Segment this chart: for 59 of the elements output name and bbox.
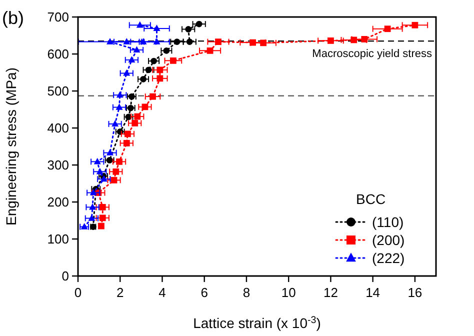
point: [116, 91, 124, 98]
ref-line-label: Macroscopic yield stress: [312, 48, 432, 60]
point: [156, 66, 164, 74]
point: [140, 76, 146, 82]
x-tick-label: 4: [158, 285, 166, 300]
x-tick-label: 12: [323, 285, 338, 300]
y-tick-label: 600: [47, 46, 69, 62]
text: (b): [2, 8, 24, 28]
point: [128, 93, 135, 100]
point: [106, 148, 114, 156]
x-tick-label: 16: [408, 285, 422, 300]
x-tick-label: 8: [242, 285, 250, 300]
point: [185, 26, 192, 32]
point: [156, 75, 164, 82]
point: [328, 37, 334, 44]
point: [215, 38, 222, 45]
point: [112, 120, 119, 126]
point: [142, 104, 148, 110]
point: [123, 69, 130, 76]
x-axis-title: Lattice strain (x 10$^{-3}$): [193, 314, 321, 331]
point: [150, 58, 158, 64]
legend-title: BCC: [356, 191, 386, 207]
point: [136, 21, 144, 28]
point: [128, 56, 136, 62]
point: [123, 140, 130, 146]
y-tick-label: 700: [47, 10, 69, 24]
legend-label: (200): [372, 232, 405, 248]
legend-label: (222): [372, 250, 405, 266]
point: [116, 158, 122, 165]
y-tick-label: 500: [47, 84, 69, 98]
point: [133, 46, 140, 52]
point: [163, 47, 170, 54]
x-tick-label: 14: [366, 285, 380, 300]
x-tick-label: 6: [200, 285, 208, 300]
legend-label: (110): [372, 214, 404, 230]
point: [124, 130, 131, 138]
y-tick-label: 200: [47, 194, 69, 210]
point: [116, 103, 123, 110]
point: [96, 168, 104, 174]
point: [170, 57, 176, 64]
x-tick-label: 2: [116, 285, 124, 300]
point: [384, 26, 391, 32]
point: [412, 22, 418, 28]
y-tick-label: 300: [47, 158, 69, 172]
point: [186, 38, 193, 45]
point: [94, 158, 101, 164]
point: [132, 120, 138, 126]
point: [153, 24, 160, 32]
point: [174, 38, 180, 45]
y-tick-label: 0: [62, 268, 69, 284]
point: [150, 93, 156, 100]
point: [206, 47, 214, 54]
point: [196, 20, 202, 28]
x-tick-label: 10: [281, 285, 296, 300]
point: [112, 168, 120, 175]
y-axis-title: Engineering stress (MPa): [3, 68, 19, 226]
y-tick-label: 100: [47, 232, 69, 246]
x-tick-label: 0: [74, 285, 82, 300]
y-tick-label: 400: [47, 120, 69, 136]
